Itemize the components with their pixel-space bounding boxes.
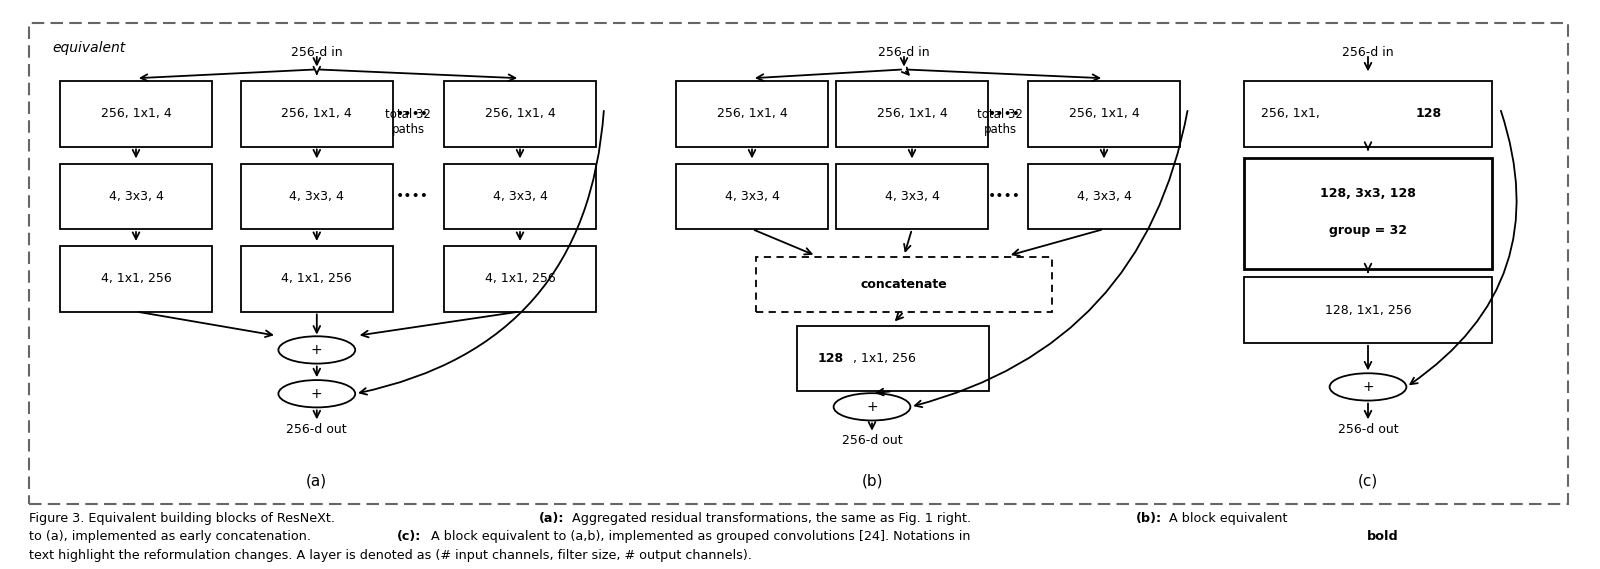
Text: ••••: •••• (989, 107, 1021, 121)
Bar (675, 81, 829, 147)
Bar (445, 81, 597, 147)
Text: total 32: total 32 (978, 109, 1022, 121)
Text: +: + (1362, 380, 1374, 394)
Text: 128: 128 (1416, 108, 1442, 120)
Bar (835, 81, 989, 147)
Bar (61, 246, 211, 312)
Text: A block equivalent to (a,b), implemented as grouped convolutions [24]. Notations: A block equivalent to (a,b), implemented… (427, 530, 974, 543)
Text: (c):: (c): (397, 530, 421, 543)
Text: 256, 1x1, 4: 256, 1x1, 4 (877, 108, 947, 120)
Bar (1245, 81, 1491, 147)
Text: (b):: (b): (1136, 512, 1162, 525)
Text: 256-d in: 256-d in (291, 46, 342, 59)
Text: 4, 1x1, 256: 4, 1x1, 256 (101, 273, 171, 285)
Text: 256, 1x1, 4: 256, 1x1, 4 (717, 108, 787, 120)
Text: Figure 3. Equivalent building blocks of ResNeXt.: Figure 3. Equivalent building blocks of … (29, 512, 339, 525)
Text: text highlight the reformulation changes. A layer is denoted as (# input channel: text highlight the reformulation changes… (29, 549, 752, 562)
Bar (1245, 277, 1491, 343)
Bar (61, 164, 211, 229)
Text: (c): (c) (1358, 473, 1378, 488)
Text: ••••: •••• (397, 189, 429, 203)
Bar (29, 23, 1568, 504)
Text: 256, 1x1, 4: 256, 1x1, 4 (101, 108, 171, 120)
Text: 4, 3x3, 4: 4, 3x3, 4 (493, 190, 547, 203)
Bar (835, 164, 989, 229)
Text: 256-d out: 256-d out (286, 423, 347, 436)
Text: Aggregated residual transformations, the same as Fig. 1 right.: Aggregated residual transformations, the… (568, 512, 974, 525)
Bar (242, 246, 394, 312)
Text: concatenate: concatenate (861, 278, 947, 291)
Text: 4, 3x3, 4: 4, 3x3, 4 (109, 190, 163, 203)
Text: (b): (b) (861, 473, 883, 488)
Text: total 32: total 32 (386, 109, 430, 121)
Bar (797, 325, 989, 391)
Text: 4, 3x3, 4: 4, 3x3, 4 (885, 190, 939, 203)
Text: (a):: (a): (539, 512, 565, 525)
Text: 256-d out: 256-d out (1338, 423, 1398, 436)
Text: bold: bold (1366, 530, 1398, 543)
Text: paths: paths (984, 123, 1016, 135)
Text: paths: paths (392, 123, 424, 135)
Text: +: + (310, 387, 323, 401)
Text: 256, 1x1, 4: 256, 1x1, 4 (282, 108, 352, 120)
Text: 256, 1x1, 4: 256, 1x1, 4 (485, 108, 555, 120)
Text: 128: 128 (818, 352, 843, 365)
Text: 4, 1x1, 256: 4, 1x1, 256 (485, 273, 555, 285)
Text: to (a), implemented as early concatenation.: to (a), implemented as early concatenati… (29, 530, 315, 543)
Text: ••••: •••• (989, 189, 1021, 203)
Text: 256-d out: 256-d out (842, 435, 902, 447)
Text: 256, 1x1, 4: 256, 1x1, 4 (1069, 108, 1139, 120)
Text: 4, 1x1, 256: 4, 1x1, 256 (282, 273, 352, 285)
Text: group = 32: group = 32 (1330, 224, 1406, 237)
Text: 256-d in: 256-d in (878, 46, 930, 59)
Text: +: + (310, 343, 323, 357)
Text: 128, 1x1, 256: 128, 1x1, 256 (1325, 304, 1411, 316)
Text: A block equivalent: A block equivalent (1165, 512, 1288, 525)
Bar (1027, 164, 1181, 229)
Text: , 1x1, 256: , 1x1, 256 (853, 352, 915, 365)
Bar (445, 164, 597, 229)
Text: 4, 3x3, 4: 4, 3x3, 4 (290, 190, 344, 203)
Text: 256-d in: 256-d in (1342, 46, 1394, 59)
Text: ••••: •••• (397, 107, 429, 121)
Bar (1245, 158, 1491, 269)
Text: (a): (a) (306, 473, 328, 488)
Text: 4, 3x3, 4: 4, 3x3, 4 (1077, 190, 1131, 203)
Bar (242, 81, 394, 147)
Bar (755, 257, 1053, 312)
Bar (675, 164, 829, 229)
Bar (1027, 81, 1181, 147)
Text: 128, 3x3, 128: 128, 3x3, 128 (1320, 187, 1416, 200)
Text: 256, 1x1,: 256, 1x1, (1261, 108, 1323, 120)
Text: +: + (866, 400, 878, 414)
Text: equivalent: equivalent (53, 42, 126, 55)
Bar (242, 164, 394, 229)
Bar (445, 246, 597, 312)
Bar (61, 81, 211, 147)
Text: 4, 3x3, 4: 4, 3x3, 4 (725, 190, 779, 203)
